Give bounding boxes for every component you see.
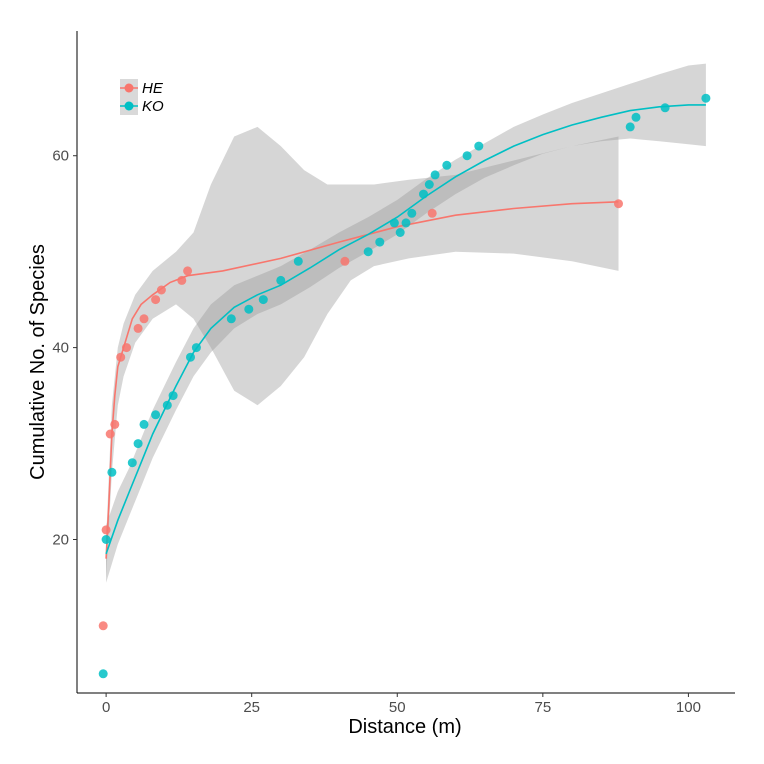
y-tick-label-40: 40 <box>52 340 69 357</box>
x-axis-ticks: 0 25 50 75 100 <box>102 693 701 716</box>
point-ko-15 <box>293 256 303 266</box>
legend: HE KO <box>120 79 164 115</box>
point-ko-4 <box>133 439 143 449</box>
confidence-bands <box>106 63 706 583</box>
point-ko-1 <box>101 535 111 544</box>
point-ko-16 <box>363 247 373 257</box>
x-tick-label-75: 75 <box>534 699 551 716</box>
point-he-8 <box>151 295 161 305</box>
point-he-0 <box>98 621 108 631</box>
point-ko-28 <box>625 122 635 132</box>
point-he-13 <box>427 208 437 218</box>
point-he-14 <box>614 199 623 209</box>
legend-key-point-he <box>124 83 134 93</box>
point-ko-10 <box>191 343 201 353</box>
point-ko-12 <box>244 304 254 314</box>
point-ko-11 <box>226 314 236 324</box>
x-tick-label-25: 25 <box>243 699 260 716</box>
point-ko-21 <box>407 208 417 218</box>
point-ko-2 <box>107 467 117 477</box>
point-ko-9 <box>186 352 195 362</box>
point-ko-14 <box>276 275 286 285</box>
point-ko-31 <box>701 93 711 103</box>
point-ko-25 <box>442 160 452 170</box>
point-ko-26 <box>462 151 472 161</box>
point-he-5 <box>122 343 131 353</box>
legend-label-he: HE <box>142 80 164 97</box>
x-tick-label-100: 100 <box>676 699 701 716</box>
x-tick-label-0: 0 <box>102 699 110 716</box>
data-points <box>98 93 711 679</box>
point-ko-8 <box>168 391 178 401</box>
legend-label-ko: KO <box>142 98 164 115</box>
point-he-7 <box>139 314 149 324</box>
point-he-10 <box>177 275 187 285</box>
y-tick-label-60: 60 <box>52 148 69 165</box>
point-ko-29 <box>631 112 641 122</box>
point-ko-20 <box>401 218 411 228</box>
point-ko-23 <box>424 180 434 189</box>
point-he-6 <box>133 323 143 333</box>
y-tick-label-20: 20 <box>52 531 69 548</box>
point-ko-19 <box>395 228 405 237</box>
point-ko-13 <box>258 295 268 305</box>
x-axis-title: Distance (m) <box>348 716 461 738</box>
fit-line-he <box>105 201 619 559</box>
point-ko-5 <box>139 419 149 429</box>
y-axis-ticks: 20 40 60 <box>52 148 77 548</box>
point-he-4 <box>116 352 126 362</box>
point-he-1 <box>101 525 111 535</box>
point-ko-22 <box>419 189 428 199</box>
fit-line-ko <box>105 104 706 555</box>
point-ko-17 <box>375 237 385 247</box>
point-ko-24 <box>430 170 440 180</box>
point-ko-27 <box>474 141 484 151</box>
point-he-2 <box>105 429 115 439</box>
confidence-band-he <box>106 126 619 578</box>
point-ko-3 <box>127 458 137 468</box>
x-tick-label-50: 50 <box>389 699 406 716</box>
point-he-3 <box>110 419 120 429</box>
point-ko-0 <box>98 669 108 679</box>
confidence-band-ko <box>106 63 706 583</box>
point-ko-6 <box>151 410 161 420</box>
point-ko-7 <box>162 400 172 410</box>
fit-lines <box>105 104 706 559</box>
point-he-12 <box>340 256 350 266</box>
point-he-9 <box>156 285 166 295</box>
point-he-11 <box>183 266 193 276</box>
legend-key-point-ko <box>124 101 134 111</box>
point-ko-18 <box>389 218 399 228</box>
point-ko-30 <box>660 103 670 113</box>
y-axis-title: Cumulative No. of Species <box>27 244 49 480</box>
